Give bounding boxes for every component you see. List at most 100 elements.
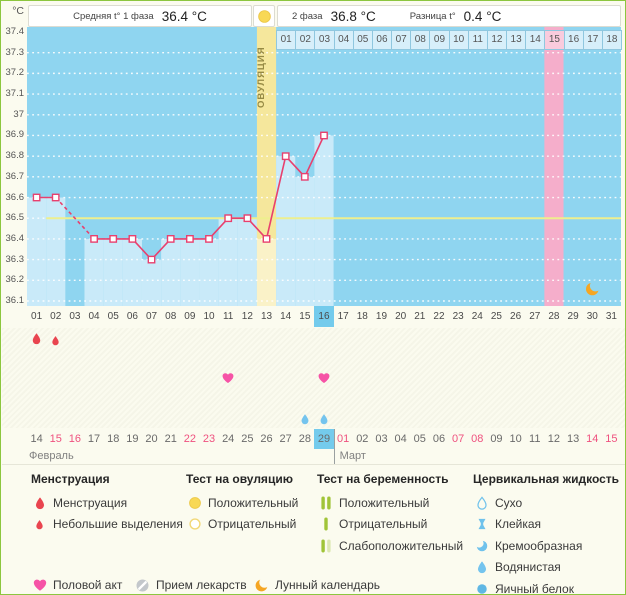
- calendar-date-cell: 27: [279, 433, 292, 445]
- ovulation-test-row[interactable]: [2, 348, 625, 368]
- day-cell[interactable]: 15: [299, 311, 311, 322]
- calendar-date-cell: 15: [49, 433, 62, 445]
- day-cell[interactable]: 05: [107, 311, 119, 322]
- day-cell[interactable]: 31: [605, 311, 617, 322]
- menstruation-drop-icon: [35, 497, 44, 510]
- watery-fluid-marker[interactable]: [299, 412, 311, 430]
- day-cell[interactable]: 01: [31, 311, 43, 322]
- day-cell[interactable]: 25: [490, 311, 502, 322]
- legend-item-label: Слабоположительный: [339, 538, 464, 553]
- day-cell[interactable]: 03: [69, 311, 81, 322]
- calendar-date-cell: 26: [260, 433, 273, 445]
- day-cell[interactable]: 04: [88, 311, 100, 322]
- day-cell[interactable]: 22: [433, 311, 445, 322]
- intercourse-heart-marker[interactable]: [221, 371, 235, 390]
- phase1-summary-box: Средняя t° 1 фаза 36.4 °C: [28, 5, 252, 27]
- day-cell[interactable]: 21: [414, 311, 426, 322]
- intercourse-row[interactable]: [2, 368, 625, 390]
- pregnancy-test-row[interactable]: [2, 388, 625, 408]
- calendar-date-cell: 16: [68, 433, 82, 445]
- calendar-date-cell: 12: [547, 433, 561, 445]
- legend-item: Положительный: [317, 494, 429, 512]
- spotting-marker[interactable]: [50, 333, 61, 351]
- legend-item-label: Сухо: [495, 496, 523, 510]
- day-cell[interactable]: 06: [126, 311, 138, 322]
- phase2-day-cell: 16: [563, 30, 584, 50]
- day-cell[interactable]: 23: [452, 311, 464, 322]
- menstruation-marker[interactable]: [30, 332, 43, 350]
- watery-fluid-icon: [301, 414, 309, 425]
- phase2-day-cell: 05: [352, 30, 373, 50]
- y-tick-label: 36.6: [5, 191, 25, 203]
- day-cell[interactable]: 27: [529, 311, 541, 322]
- day-cell[interactable]: 11: [222, 311, 234, 322]
- legend-section-title: Тест на беременность: [317, 472, 449, 486]
- legend-item-label: Водянистая: [495, 560, 561, 575]
- day-cell[interactable]: 13: [260, 311, 273, 322]
- day-cell[interactable]: 10: [203, 311, 215, 322]
- phase2-day-cell: 11: [467, 30, 488, 50]
- calendar-date-cell: 10: [509, 433, 522, 445]
- legend-item: Клейкая: [473, 515, 541, 533]
- y-tick-label: 36.9: [5, 129, 25, 141]
- day-cell[interactable]: 18: [356, 311, 368, 322]
- legend-item: Сухо: [473, 494, 522, 512]
- phase2-day-cell: 04: [333, 30, 354, 50]
- intercourse-heart-marker[interactable]: [317, 371, 331, 390]
- calendar-date-cell: 07: [452, 433, 465, 445]
- legend-item-label: Половой акт: [53, 578, 123, 592]
- legend-item: Слабоположительный: [317, 537, 463, 555]
- phase2-day-cell: 10: [448, 30, 469, 50]
- month-divider: [333, 429, 335, 464]
- day-cell[interactable]: 29: [567, 311, 579, 322]
- phase2-day-cell: 12: [486, 30, 508, 50]
- phase1-average-value: 36.4 °C: [161, 8, 207, 24]
- legend-item: Прием лекарств: [134, 576, 247, 594]
- phase2-day-cell: 06: [371, 30, 393, 50]
- cervical-fluid-row[interactable]: [2, 408, 625, 430]
- calendar-date-cell: 18: [107, 433, 120, 445]
- y-tick-label: 37.4: [5, 26, 25, 37]
- spotting-icon: [52, 335, 59, 345]
- legend-separator: [2, 464, 625, 465]
- phase2-value: 36.8 °C: [330, 8, 376, 24]
- menstruation-icon: [32, 332, 41, 344]
- day-cell[interactable]: 17: [337, 311, 349, 322]
- day-cell[interactable]: 08: [165, 311, 177, 322]
- day-cell[interactable]: 09: [184, 311, 196, 322]
- y-tick-label: 36.5: [5, 212, 25, 224]
- y-tick-label: 36.4: [5, 232, 25, 244]
- legend-item: Яичный белок: [473, 580, 574, 594]
- day-cell[interactable]: 19: [375, 311, 388, 322]
- calendar-date-cell: 11: [529, 433, 541, 445]
- day-cell[interactable]: 26: [510, 311, 522, 322]
- current-day-cell[interactable]: 16: [314, 306, 334, 327]
- legend-section-title: Тест на овуляцию: [186, 472, 293, 486]
- y-tick-label: 36.3: [5, 253, 25, 265]
- legend-item-label: Отрицательный: [339, 517, 428, 532]
- day-cell[interactable]: 30: [586, 311, 598, 322]
- legend-item-label: Кремообразная: [495, 538, 583, 553]
- watery-fluid-marker[interactable]: [318, 412, 330, 430]
- y-axis-unit-label: °C: [12, 5, 24, 17]
- legend-item-label: Небольшие выделения: [53, 517, 183, 532]
- day-cell[interactable]: 24: [471, 311, 483, 322]
- temperature-chart[interactable]: [27, 27, 621, 311]
- day-cell[interactable]: 02: [50, 311, 62, 322]
- legend-item-label: Лунный календарь: [275, 578, 381, 592]
- legend-item-label: Положительный: [339, 496, 430, 510]
- phase2-day-cell: 15: [544, 30, 565, 50]
- calendar-date-cell: 14: [586, 433, 599, 445]
- y-tick-label: 37.1: [5, 88, 25, 100]
- phase2-day-cell: 14: [525, 30, 546, 50]
- phase2-day-cell: 01: [276, 30, 297, 50]
- day-cell[interactable]: 12: [241, 311, 253, 322]
- menstruation-row[interactable]: [2, 328, 625, 351]
- day-cell[interactable]: 28: [548, 311, 560, 322]
- calendar-date-cell: 04: [394, 433, 407, 445]
- day-cell[interactable]: 20: [395, 311, 407, 322]
- day-cell[interactable]: 07: [145, 311, 158, 322]
- day-cell[interactable]: 14: [280, 311, 292, 322]
- ovulation-column-label: ОВУЛЯЦИЯ: [256, 46, 267, 108]
- calendar-date-cell: 23: [202, 433, 216, 445]
